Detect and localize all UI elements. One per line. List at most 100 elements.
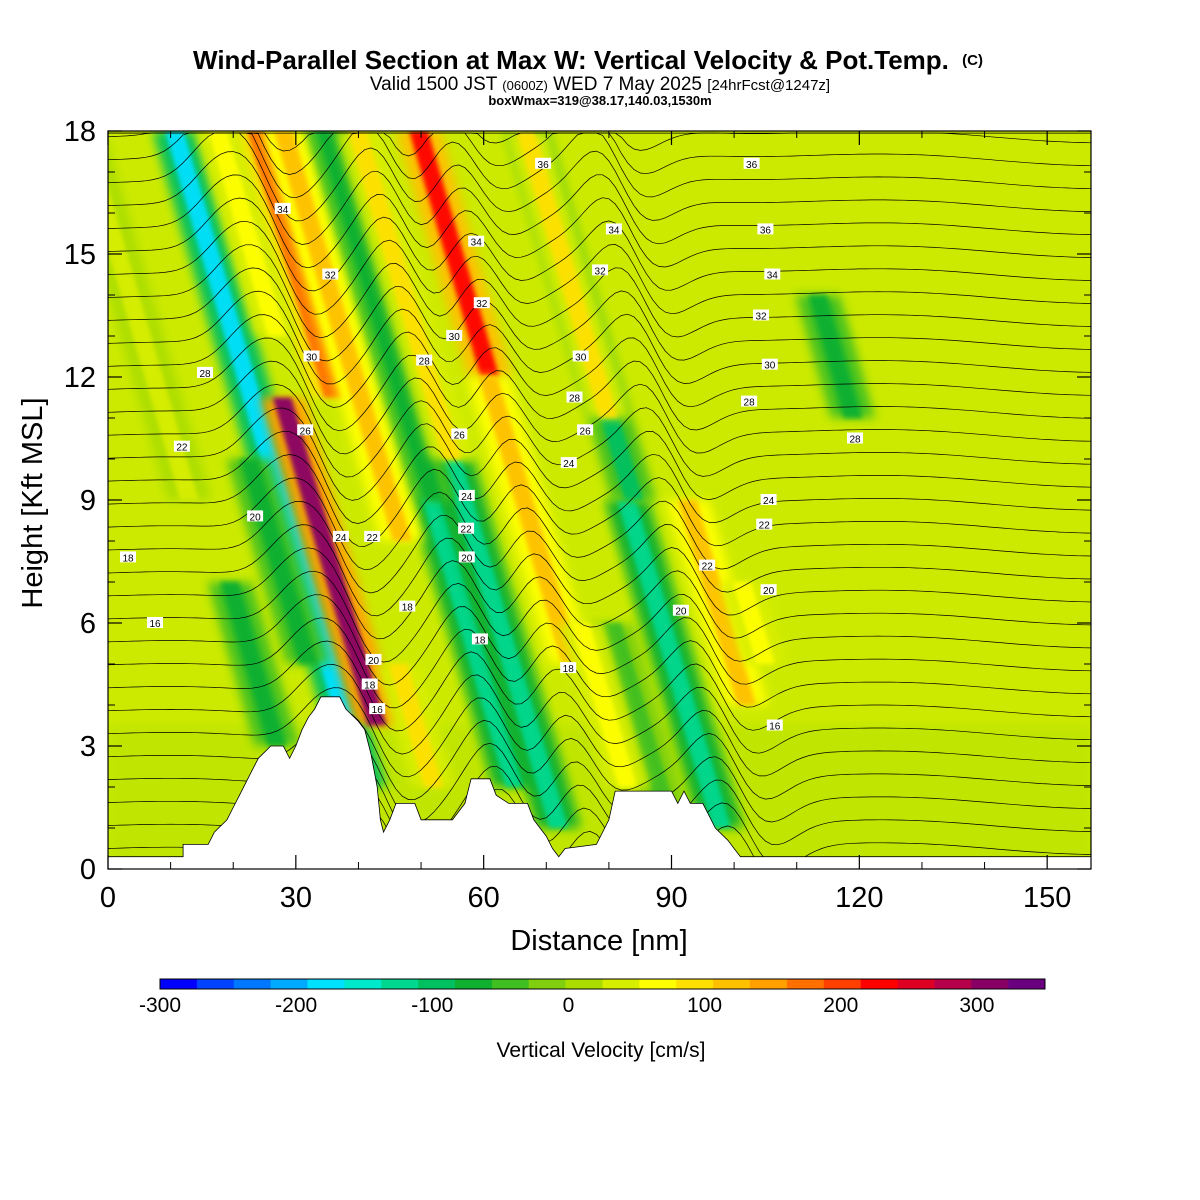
colorbar-swatch	[750, 979, 788, 989]
downdraft-core	[317, 131, 443, 500]
colorbar-swatch	[160, 979, 198, 989]
colorbar-swatch	[381, 979, 419, 989]
colorbar-swatch	[971, 979, 1009, 989]
terrain-profile	[107, 696, 1092, 870]
y-tick-label: 18	[64, 116, 96, 148]
theta-label-box	[592, 264, 609, 276]
theta-label-box	[566, 391, 583, 403]
theta-label: 28	[416, 354, 433, 368]
theta-label: 30	[446, 330, 463, 343]
theta-label-text: 26	[580, 426, 592, 437]
theta-contour-line	[108, 477, 1091, 571]
theta-label-text: 26	[300, 426, 312, 437]
theta-label-box	[364, 530, 381, 542]
theta-label-box	[847, 432, 863, 444]
theta-label: 32	[473, 297, 490, 310]
theta-label: 26	[297, 424, 314, 437]
theta-label: 36	[757, 223, 774, 236]
x-tick-label: 150	[1023, 882, 1071, 914]
theta-label-text: 24	[763, 496, 775, 507]
colorbar-swatch	[823, 979, 861, 989]
theta-label: 20	[365, 653, 382, 667]
colorbar-swatch	[713, 979, 751, 989]
colorbar-tick-label: -200	[275, 994, 317, 1017]
theta-label: 22	[364, 530, 381, 544]
y-tick-label: 9	[80, 485, 96, 517]
theta-label: 36	[535, 157, 552, 171]
updraft-core	[570, 623, 638, 787]
theta-label: 30	[572, 350, 589, 364]
x-tick-label: 60	[468, 882, 500, 914]
theta-label: 26	[451, 428, 468, 441]
colorbar-swatch	[860, 979, 898, 989]
theta-label-text: 28	[569, 394, 581, 405]
theta-label-text: 22	[367, 533, 379, 544]
theta-label-box	[468, 235, 485, 247]
theta-label-box	[247, 510, 264, 522]
theta-label-box	[399, 600, 416, 612]
theta-label-text: 32	[325, 271, 337, 282]
theta-label: 18	[120, 551, 136, 564]
theta-label-text: 22	[461, 525, 473, 536]
theta-label-text: 30	[764, 361, 776, 372]
colorbar-label: Vertical Velocity [cm/s]	[497, 1039, 706, 1062]
theta-label: 16	[369, 703, 386, 716]
theta-contours	[108, 132, 1091, 868]
theta-label: 22	[173, 440, 190, 454]
theta-contour-labels: 16 18 20 22 28 30 32 34 26 24 22 20 18 16 18 28 30 32 34 36…	[120, 157, 863, 733]
theta-label: 16	[766, 719, 783, 733]
theta-label-text: 22	[702, 562, 714, 573]
valid-utc: (0600Z)	[502, 78, 548, 93]
updraft-core	[732, 582, 775, 664]
theta-label: 22	[699, 559, 716, 573]
theta-label-text: 32	[755, 312, 767, 323]
theta-label: 16	[147, 617, 163, 630]
theta-label-box	[197, 366, 213, 378]
updraft-core	[388, 664, 443, 787]
theta-label-box	[120, 551, 136, 563]
theta-label: 20	[247, 510, 264, 523]
theta-label-text: 20	[675, 607, 687, 618]
updraft-core	[478, 377, 581, 664]
theta-label-text: 28	[849, 435, 861, 446]
theta-label: 28	[197, 366, 213, 380]
theta-label-box	[147, 617, 163, 628]
theta-label-box	[577, 424, 594, 436]
colorbar-swatch	[897, 979, 935, 989]
theta-label-box	[760, 584, 777, 596]
velocity-field	[108, 131, 1091, 869]
theta-label: 28	[566, 391, 583, 405]
theta-label-box	[753, 309, 769, 321]
updraft-core	[516, 131, 619, 418]
theta-label-box	[560, 662, 577, 674]
theta-label: 32	[322, 268, 339, 282]
updraft-core	[409, 131, 500, 377]
colorbar-tick-label: -300	[139, 994, 181, 1017]
chart-header: Wind-Parallel Section at Max W: Vertical…	[193, 45, 983, 108]
theta-label-text: 30	[575, 353, 587, 364]
theta-label: 24	[458, 489, 475, 503]
theta-label: 32	[753, 309, 769, 323]
x-tick-label: 90	[655, 882, 687, 914]
valid-date: WED 7 May 2025	[553, 74, 702, 95]
theta-label-box	[743, 157, 760, 169]
theta-label-text: 28	[744, 398, 756, 409]
theta-label: 20	[672, 604, 689, 618]
colorbar-tick-label: 0	[563, 994, 575, 1017]
colorbar-swatch	[418, 979, 456, 989]
theta-contour-line	[108, 570, 1091, 663]
theta-label: 18	[471, 633, 488, 646]
y-tick-label: 15	[64, 239, 96, 271]
theta-label-box	[458, 489, 475, 501]
updraft-halo	[108, 143, 212, 500]
theta-label-box	[274, 202, 291, 214]
theta-label-box	[365, 653, 382, 665]
theta-contour-line	[108, 687, 1091, 778]
colorbar-tick-label: 200	[823, 994, 858, 1017]
theta-label-box	[416, 354, 433, 366]
updraft-core	[273, 131, 412, 541]
theta-contour-line	[108, 594, 1091, 686]
theta-label-box	[766, 719, 783, 731]
colorbar-swatch	[786, 979, 825, 989]
